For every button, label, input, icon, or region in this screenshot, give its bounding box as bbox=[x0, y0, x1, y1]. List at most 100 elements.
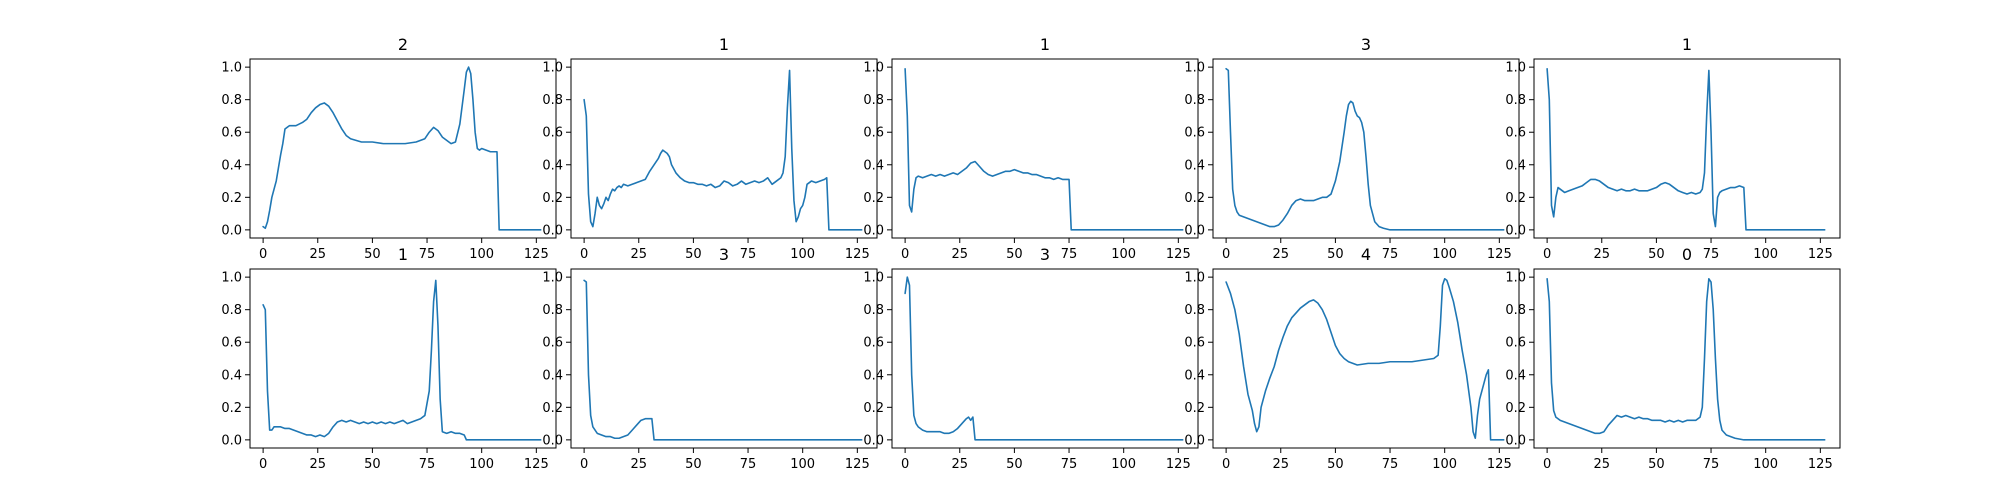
y-tick-label: 0.6 bbox=[1184, 126, 1205, 141]
x-tick-label: 0 bbox=[1543, 457, 1551, 472]
y-tick-label: 0.8 bbox=[1505, 303, 1526, 318]
y-tick-label: 0.6 bbox=[221, 336, 242, 351]
y-tick-label: 0.0 bbox=[1184, 223, 1205, 238]
series-line-9-1 bbox=[1225, 277, 1505, 441]
series-line-3-1 bbox=[904, 67, 1184, 231]
y-tick-label: 0.8 bbox=[863, 303, 884, 318]
x-tick-label: 125 bbox=[845, 247, 870, 262]
x-tick-label: 75 bbox=[1382, 457, 1399, 472]
y-tick-label: 0.4 bbox=[221, 158, 242, 173]
y-tick-label: 1.0 bbox=[542, 61, 563, 76]
y-tick-label: 0.4 bbox=[1505, 158, 1526, 173]
y-tick-label: 0.6 bbox=[1505, 336, 1526, 351]
x-tick-label: 0 bbox=[901, 457, 909, 472]
y-tick-label: 0.6 bbox=[542, 126, 563, 141]
axes-frame bbox=[570, 268, 878, 449]
x-tick-label: 25 bbox=[309, 247, 326, 262]
x-tick-label: 125 bbox=[845, 457, 870, 472]
x-tick-label: 0 bbox=[259, 457, 267, 472]
y-tick-label: 0.0 bbox=[542, 223, 563, 238]
series-line-5-1 bbox=[1546, 67, 1826, 231]
y-tick-label: 0.8 bbox=[542, 303, 563, 318]
x-tick-label: 25 bbox=[1593, 457, 1610, 472]
x-tick-label: 125 bbox=[1487, 247, 1512, 262]
y-tick-label: 0.0 bbox=[542, 433, 563, 448]
x-tick-label: 50 bbox=[1648, 457, 1665, 472]
y-tick-label: 1.0 bbox=[1184, 61, 1205, 76]
x-tick-label: 0 bbox=[259, 247, 267, 262]
x-tick-label: 125 bbox=[1808, 247, 1833, 262]
series-line-4-1 bbox=[1225, 67, 1505, 231]
axes-frame bbox=[1533, 268, 1841, 449]
x-tick-label: 100 bbox=[1432, 457, 1457, 472]
y-tick-label: 1.0 bbox=[221, 61, 242, 76]
axes-frame bbox=[1212, 268, 1520, 449]
subplot-title: 1 bbox=[1682, 35, 1692, 54]
y-tick-label: 0.0 bbox=[221, 433, 242, 448]
x-tick-label: 25 bbox=[630, 247, 647, 262]
x-tick-label: 125 bbox=[524, 247, 549, 262]
x-tick-label: 0 bbox=[1222, 457, 1230, 472]
subplot-7: 0 25 50 75 100 125 0.0 0.2 0.4 0.6 0.8 1.0 3 bbox=[542, 245, 878, 472]
y-tick-label: 0.0 bbox=[1505, 223, 1526, 238]
x-tick-label: 100 bbox=[1753, 457, 1778, 472]
axes-frame bbox=[1212, 58, 1520, 239]
subplot-title: 4 bbox=[1361, 245, 1371, 264]
y-tick-label: 0.8 bbox=[1184, 303, 1205, 318]
x-tick-label: 0 bbox=[1222, 247, 1230, 262]
x-tick-label: 50 bbox=[364, 457, 381, 472]
axes-frame bbox=[249, 268, 557, 449]
y-tick-label: 0.4 bbox=[1184, 158, 1205, 173]
y-tick-label: 0.4 bbox=[863, 158, 884, 173]
subplot-title: 3 bbox=[1361, 35, 1371, 54]
y-tick-label: 0.8 bbox=[1505, 93, 1526, 108]
y-tick-label: 1.0 bbox=[863, 271, 884, 286]
subplot-title: 0 bbox=[1682, 245, 1692, 264]
x-tick-label: 25 bbox=[951, 247, 968, 262]
x-tick-label: 75 bbox=[740, 247, 757, 262]
y-tick-label: 0.2 bbox=[1505, 401, 1526, 416]
y-tick-label: 0.0 bbox=[863, 223, 884, 238]
x-tick-label: 75 bbox=[1703, 247, 1720, 262]
x-tick-label: 75 bbox=[419, 457, 436, 472]
y-tick-label: 0.4 bbox=[863, 368, 884, 383]
x-tick-label: 0 bbox=[580, 247, 588, 262]
x-tick-label: 25 bbox=[630, 457, 647, 472]
subplot-2: 0 25 50 75 100 125 0.0 0.2 0.4 0.6 0.8 1.0 1 bbox=[542, 35, 878, 262]
x-tick-label: 50 bbox=[364, 247, 381, 262]
x-tick-label: 100 bbox=[469, 247, 494, 262]
y-tick-label: 0.6 bbox=[221, 126, 242, 141]
x-tick-label: 0 bbox=[580, 457, 588, 472]
x-tick-label: 50 bbox=[1327, 457, 1344, 472]
y-tick-label: 0.8 bbox=[1184, 93, 1205, 108]
y-tick-label: 0.4 bbox=[542, 158, 563, 173]
y-tick-label: 0.2 bbox=[221, 401, 242, 416]
x-tick-label: 100 bbox=[1753, 247, 1778, 262]
y-tick-label: 0.2 bbox=[863, 401, 884, 416]
y-tick-label: 0.6 bbox=[1505, 126, 1526, 141]
subplot-title: 1 bbox=[719, 35, 729, 54]
x-tick-label: 100 bbox=[1111, 247, 1136, 262]
subplot-5: 0 25 50 75 100 125 0.0 0.2 0.4 0.6 0.8 1.0 1 bbox=[1505, 35, 1841, 262]
x-tick-label: 25 bbox=[309, 457, 326, 472]
x-tick-label: 50 bbox=[1006, 457, 1023, 472]
series-line-10-1 bbox=[1546, 277, 1826, 441]
series-line-2-1 bbox=[583, 69, 863, 231]
subplot-title: 1 bbox=[398, 245, 408, 264]
y-tick-label: 0.6 bbox=[863, 126, 884, 141]
x-tick-label: 100 bbox=[790, 457, 815, 472]
subplot-1: 0 25 50 75 100 125 0.0 0.2 0.4 0.6 0.8 1.0 2 bbox=[221, 35, 557, 262]
x-tick-label: 75 bbox=[740, 457, 757, 472]
subplot-9: 0 25 50 75 100 125 0.0 0.2 0.4 0.6 0.8 1.0 4 bbox=[1184, 245, 1520, 472]
y-tick-label: 0.0 bbox=[863, 433, 884, 448]
subplot-title: 3 bbox=[719, 245, 729, 264]
subplot-3: 0 25 50 75 100 125 0.0 0.2 0.4 0.6 0.8 1.0 1 bbox=[863, 35, 1199, 262]
x-tick-label: 25 bbox=[1272, 457, 1289, 472]
subplot-10: 0 25 50 75 100 125 0.0 0.2 0.4 0.6 0.8 1.0 0 bbox=[1505, 245, 1841, 472]
y-tick-label: 0.2 bbox=[1505, 191, 1526, 206]
series-line-6-1 bbox=[262, 279, 542, 441]
axes-frame bbox=[570, 58, 878, 239]
y-tick-label: 1.0 bbox=[1505, 61, 1526, 76]
x-tick-label: 75 bbox=[419, 247, 436, 262]
